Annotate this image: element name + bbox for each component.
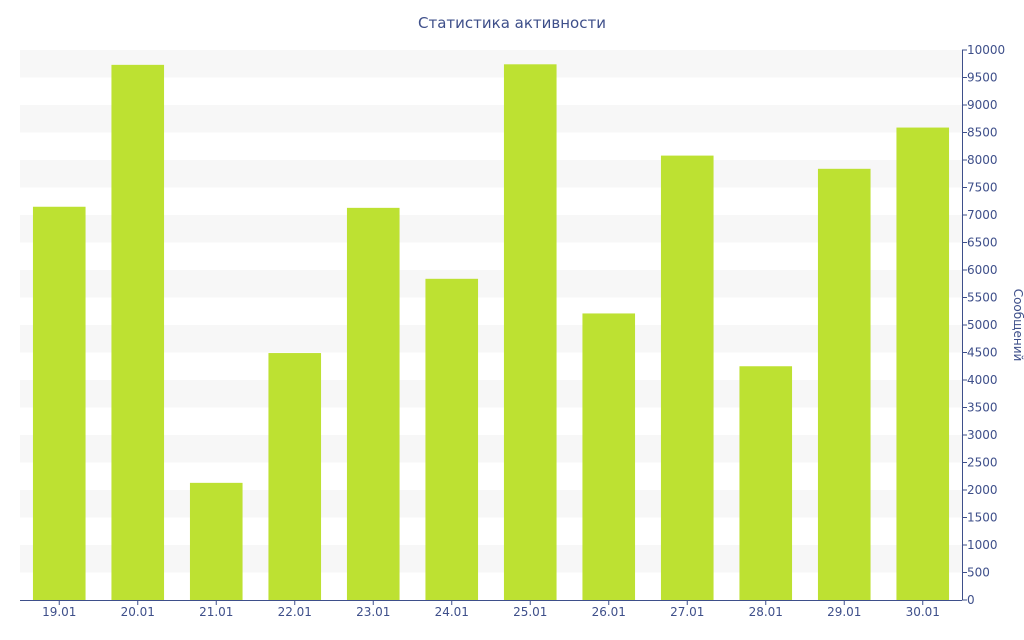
bar-20.01[interactable] xyxy=(111,64,165,601)
x-tick-label: 21.01 xyxy=(199,605,233,619)
y-tick-label: 3500 xyxy=(967,401,998,415)
y-tick-label: 9500 xyxy=(967,71,998,85)
grid-bands xyxy=(20,50,962,573)
y-tick-label: 8500 xyxy=(967,126,998,140)
bars-group xyxy=(32,64,950,601)
y-tick-label: 1000 xyxy=(967,538,998,552)
bar-21.01[interactable] xyxy=(189,482,243,600)
grid-band xyxy=(20,270,962,298)
y-tick-label: 500 xyxy=(967,566,990,580)
bar-30.01[interactable] xyxy=(896,127,950,601)
x-axis: 19.01 20.01 21.01 22.01 23.01 24.01 25.01 26.01… xyxy=(20,600,962,619)
bar-28.01[interactable] xyxy=(739,366,793,600)
x-tick-label: 24.01 xyxy=(435,605,469,619)
y-tick-label: 1500 xyxy=(967,511,998,525)
y-tick-label: 4000 xyxy=(967,373,998,387)
y-tick-label: 7000 xyxy=(967,208,998,222)
y-axis: 0 500 1000 1500 2000 2500 3000 3500 4000 4500 5000… xyxy=(962,43,1005,607)
x-tick-label: 27.01 xyxy=(670,605,704,619)
grid-band xyxy=(20,215,962,243)
bar-27.01[interactable] xyxy=(660,155,714,600)
y-tick-label: 7500 xyxy=(967,181,998,195)
bar-26.01[interactable] xyxy=(582,313,636,600)
x-tick-label: 28.01 xyxy=(749,605,783,619)
y-tick-label: 2000 xyxy=(967,483,998,497)
bar-25.01[interactable] xyxy=(503,64,557,601)
x-tick-label: 20.01 xyxy=(121,605,155,619)
chart-title: Статистика активности xyxy=(418,14,606,32)
y-tick-label: 10000 xyxy=(967,43,1005,57)
grid-band xyxy=(20,435,962,463)
x-tick-label: 19.01 xyxy=(42,605,76,619)
bar-22.01[interactable] xyxy=(268,353,322,600)
y-tick-label: 0 xyxy=(967,593,975,607)
grid-band xyxy=(20,105,962,133)
y-tick-label: 2500 xyxy=(967,456,998,470)
x-tick-label: 26.01 xyxy=(592,605,626,619)
y-tick-label: 3000 xyxy=(967,428,998,442)
bar-24.01[interactable] xyxy=(425,278,479,600)
x-tick-label: 23.01 xyxy=(356,605,390,619)
grid-band xyxy=(20,545,962,573)
y-tick-label: 8000 xyxy=(967,153,998,167)
y-tick-label: 5000 xyxy=(967,318,998,332)
bar-19.01[interactable] xyxy=(32,206,86,600)
x-tick-label: 25.01 xyxy=(513,605,547,619)
y-tick-label: 9000 xyxy=(967,98,998,112)
y-tick-label: 5500 xyxy=(967,291,998,305)
bar-23.01[interactable] xyxy=(346,207,400,600)
y-axis-title: Сообщений xyxy=(1011,289,1024,362)
grid-band xyxy=(20,325,962,353)
y-tick-label: 6500 xyxy=(967,236,998,250)
x-tick-label: 29.01 xyxy=(827,605,861,619)
y-tick-label: 6000 xyxy=(967,263,998,277)
bar-29.01[interactable] xyxy=(817,168,871,601)
y-tick-label: 4500 xyxy=(967,346,998,360)
x-tick-label: 22.01 xyxy=(278,605,312,619)
grid-band xyxy=(20,490,962,518)
grid-band xyxy=(20,380,962,408)
grid-band xyxy=(20,160,962,188)
grid-band xyxy=(20,50,962,78)
x-tick-label: 30.01 xyxy=(906,605,940,619)
